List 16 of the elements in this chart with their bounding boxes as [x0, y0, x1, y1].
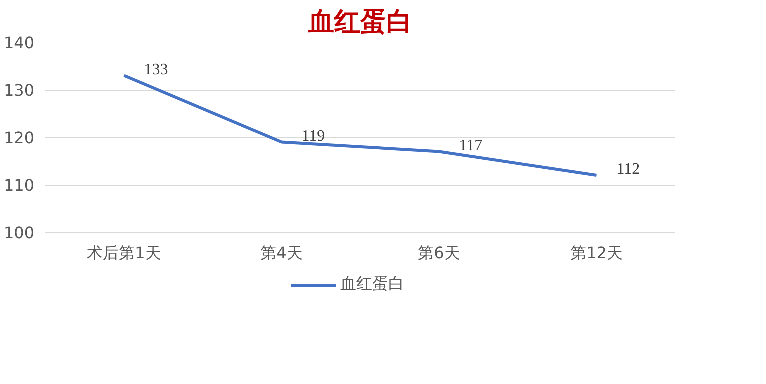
data-label: 119: [302, 128, 326, 145]
x-tick-label: 术后第1天: [87, 244, 162, 262]
y-tick-label: 110: [4, 176, 35, 195]
y-tick-label: 100: [4, 224, 35, 242]
chart-title: 血红蛋白: [308, 8, 412, 38]
y-tick-label: 140: [4, 34, 35, 52]
y-tick-label: 130: [4, 81, 35, 100]
line-series: [122, 74, 598, 177]
data-label: 133: [144, 61, 168, 78]
x-tick-label: 第12天: [570, 244, 623, 262]
data-label: 112: [616, 161, 640, 178]
legend-label: 血红蛋白: [340, 274, 404, 295]
x-tick-label: 第6天: [418, 244, 460, 262]
y-tick-label: 120: [4, 128, 35, 148]
x-tick-label: 第4天: [260, 244, 303, 262]
data-label: 117: [459, 137, 483, 154]
